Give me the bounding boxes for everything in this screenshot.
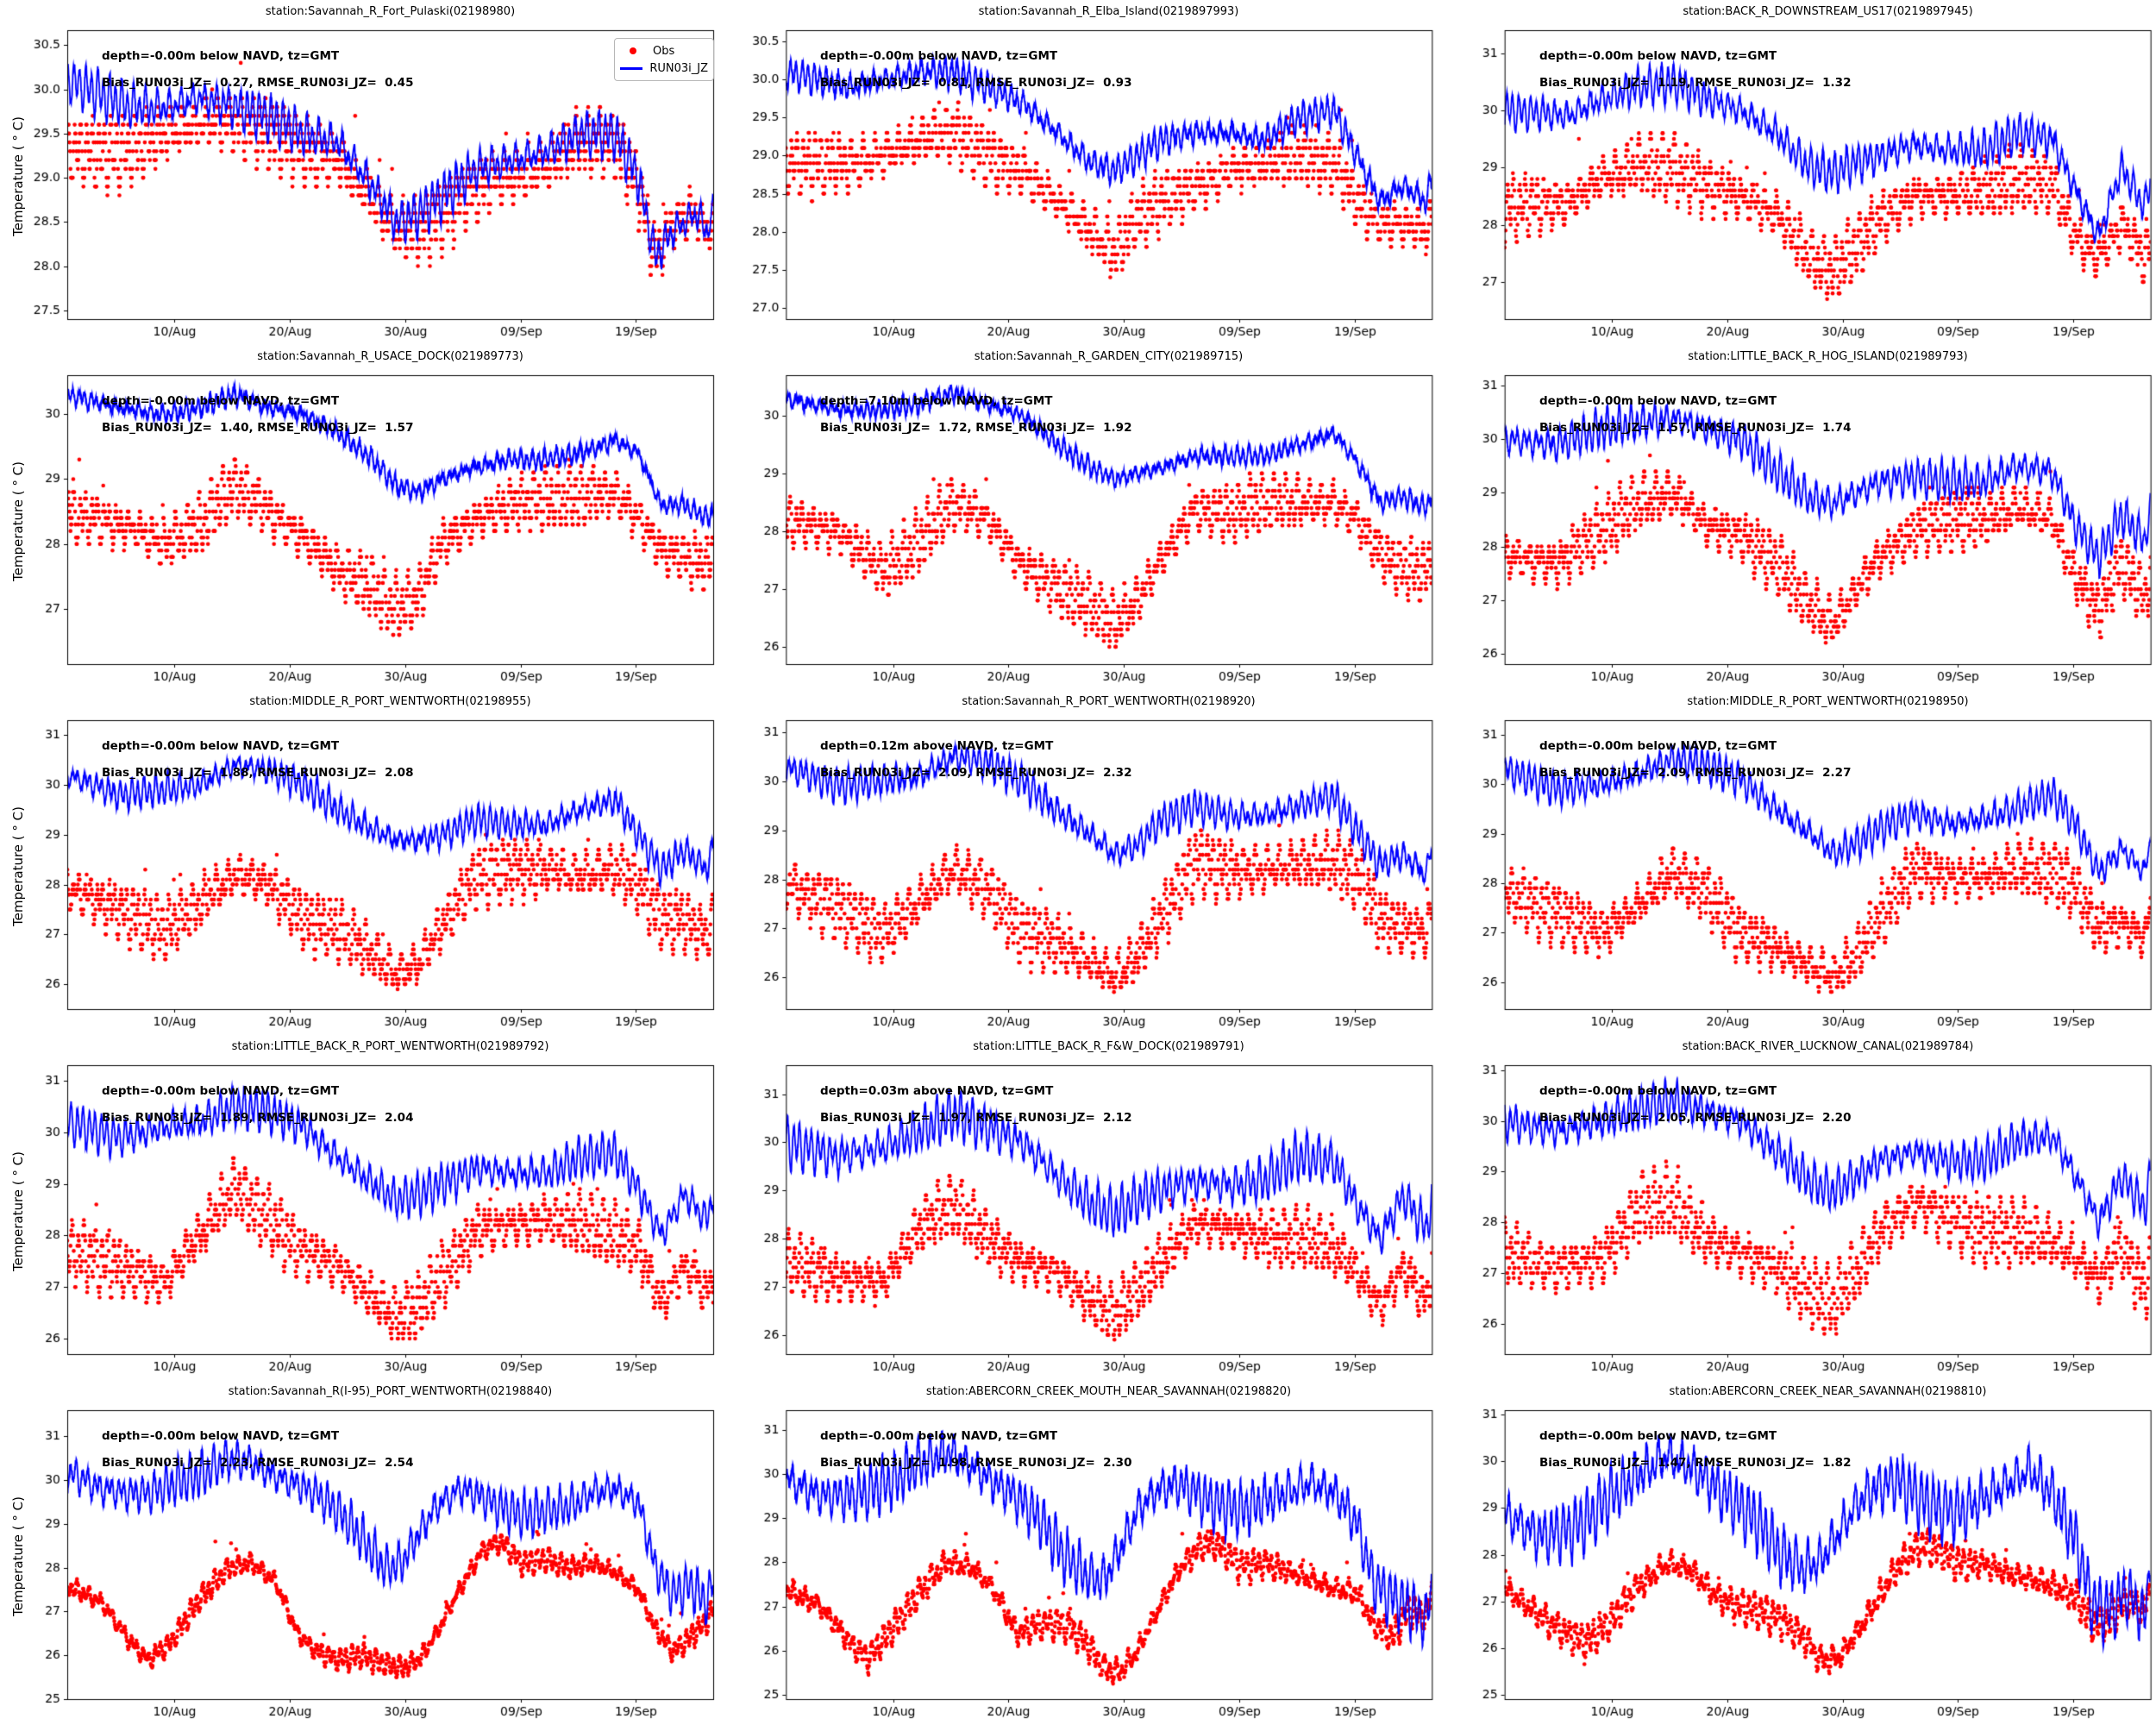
annotation-depth: depth=-0.00m below NAVD, tz=GMT — [102, 1429, 340, 1443]
legend: Obs RUN03i_JZ — [614, 38, 714, 81]
annotation-depth: depth=7.10m below NAVD, tz=GMT — [820, 394, 1053, 408]
legend-entry-obs: Obs — [620, 42, 708, 60]
annotation-depth: depth=-0.00m below NAVD, tz=GMT — [1539, 1084, 1777, 1098]
subplot-title: station:ABERCORN_CREEK_MOUTH_NEAR_SAVANN… — [925, 1385, 1292, 1398]
annotation-stats: Bias_RUN03i_JZ= 1.98, RMSE_RUN03i_JZ= 2.… — [820, 1456, 1132, 1470]
annotation-stats: Bias_RUN03i_JZ= 1.97, RMSE_RUN03i_JZ= 2.… — [820, 1111, 1132, 1125]
annotation-stats: Bias_RUN03i_JZ= 2.09, RMSE_RUN03i_JZ= 2.… — [1539, 766, 1852, 780]
annotation-depth: depth=-0.00m below NAVD, tz=GMT — [102, 739, 340, 753]
y-axis-label: Temperature ( ° C) — [10, 1151, 26, 1271]
annotation-stats: Bias_RUN03i_JZ= 0.27, RMSE_RUN03i_JZ= 0.… — [102, 76, 414, 90]
y-axis-label: Temperature ( ° C) — [10, 461, 26, 581]
subplot-title: station:Savannah_R_Elba_Island(021989799… — [978, 5, 1239, 18]
subplot-title: station:MIDDLE_R_PORT_WENTWORTH(02198955… — [249, 695, 531, 708]
subplot-title: station:LITTLE_BACK_R_PORT_WENTWORTH(021… — [231, 1040, 549, 1053]
annotation-depth: depth=-0.00m below NAVD, tz=GMT — [102, 1084, 340, 1098]
annotation-stats: Bias_RUN03i_JZ= 1.57, RMSE_RUN03i_JZ= 1.… — [1539, 421, 1852, 435]
annotation-depth: depth=0.12m above NAVD, tz=GMT — [820, 739, 1054, 753]
annotation-stats: Bias_RUN03i_JZ= 1.72, RMSE_RUN03i_JZ= 1.… — [820, 421, 1132, 435]
subplot-title: station:Savannah_R(I-95)_PORT_WENTWORTH(… — [228, 1385, 553, 1398]
annotation-stats: Bias_RUN03i_JZ= 1.40, RMSE_RUN03i_JZ= 1.… — [102, 421, 414, 435]
subplot-title: station:MIDDLE_R_PORT_WENTWORTH(02198950… — [1687, 695, 1969, 708]
annotation-stats: Bias_RUN03i_JZ= 1.89, RMSE_RUN03i_JZ= 2.… — [102, 1111, 414, 1125]
subplot-title: station:Savannah_R_USACE_DOCK(021989773) — [257, 350, 523, 363]
annotation-stats: Bias_RUN03i_JZ= 1.19, RMSE_RUN03i_JZ= 1.… — [1539, 76, 1852, 90]
y-axis-label: Temperature ( ° C) — [10, 116, 26, 236]
annotation-depth: depth=-0.00m below NAVD, tz=GMT — [102, 394, 340, 408]
y-axis-label: Temperature ( ° C) — [10, 1496, 26, 1616]
subplot-title: station:Savannah_R_Fort_Pulaski(02198980… — [265, 5, 516, 18]
annotation-depth: depth=0.03m above NAVD, tz=GMT — [820, 1084, 1054, 1098]
annotation-depth: depth=-0.00m below NAVD, tz=GMT — [1539, 1429, 1777, 1443]
annotation-stats: Bias_RUN03i_JZ= 1.88, RMSE_RUN03i_JZ= 2.… — [102, 766, 414, 780]
annotation-depth: depth=-0.00m below NAVD, tz=GMT — [1539, 394, 1777, 408]
subplot-title: station:Savannah_R_GARDEN_CITY(021989715… — [974, 350, 1244, 363]
annotation-depth: depth=-0.00m below NAVD, tz=GMT — [102, 49, 340, 63]
legend-entry-model: RUN03i_JZ — [620, 60, 708, 77]
annotation-stats: Bias_RUN03i_JZ= 2.05, RMSE_RUN03i_JZ= 2.… — [1539, 1111, 1852, 1125]
annotation-depth: depth=-0.00m below NAVD, tz=GMT — [1539, 739, 1777, 753]
y-axis-label: Temperature ( ° C) — [10, 806, 26, 926]
obs-marker-icon — [620, 47, 646, 54]
subplot-title: station:BACK_RIVER_LUCKNOW_CANAL(0219897… — [1682, 1040, 1974, 1053]
subplot-title: station:ABERCORN_CREEK_NEAR_SAVANNAH(021… — [1669, 1385, 1987, 1398]
legend-obs-label: Obs — [653, 44, 675, 58]
annotation-stats: Bias_RUN03i_JZ= 0.81, RMSE_RUN03i_JZ= 0.… — [820, 76, 1132, 90]
subplot-title: station:LITTLE_BACK_R_HOG_ISLAND(0219897… — [1688, 350, 1968, 363]
annotation-stats: Bias_RUN03i_JZ= 1.47, RMSE_RUN03i_JZ= 1.… — [1539, 1456, 1852, 1470]
subplot-title: station:BACK_R_DOWNSTREAM_US17(021989794… — [1683, 5, 1973, 18]
model-line-icon — [620, 66, 643, 70]
annotation-stats: Bias_RUN03i_JZ= 2.09, RMSE_RUN03i_JZ= 2.… — [820, 766, 1132, 780]
legend-model-label: RUN03i_JZ — [649, 61, 708, 75]
annotation-stats: Bias_RUN03i_JZ= 2.23, RMSE_RUN03i_JZ= 2.… — [102, 1456, 414, 1470]
annotation-depth: depth=-0.00m below NAVD, tz=GMT — [820, 49, 1058, 63]
subplot-title: station:Savannah_R_PORT_WENTWORTH(021989… — [962, 695, 1256, 708]
annotation-depth: depth=-0.00m below NAVD, tz=GMT — [820, 1429, 1058, 1443]
annotation-depth: depth=-0.00m below NAVD, tz=GMT — [1539, 49, 1777, 63]
subplot-title: station:LITTLE_BACK_R_F&W_DOCK(021989791… — [973, 1040, 1244, 1053]
